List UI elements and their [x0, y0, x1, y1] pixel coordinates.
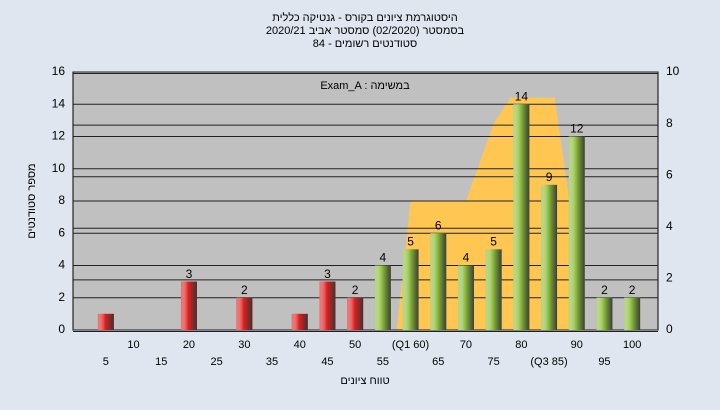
bar-shade	[541, 184, 558, 330]
value-label: 4	[380, 251, 387, 265]
bar-shade	[347, 297, 364, 330]
x-tick-label: (Q3 85)	[530, 356, 567, 368]
y-tick-label: 8	[58, 193, 65, 207]
x-tick-label: 40	[294, 339, 306, 351]
x-tick-label: 35	[266, 356, 278, 368]
bar-shade	[319, 281, 336, 330]
x-tick-label: 50	[349, 339, 361, 351]
value-label: 6	[435, 218, 442, 232]
value-label: 2	[601, 283, 608, 297]
value-label: 9	[546, 170, 553, 184]
chart-subtitle: בסמסטר (02/2020) סמסטר אביב 2020/21	[266, 25, 465, 37]
x-axis-label: טווח ציונים	[340, 375, 389, 387]
bar-shade	[457, 265, 474, 330]
value-label: 5	[407, 235, 414, 249]
y2-tick-label: 10	[666, 64, 680, 78]
value-label: 14	[515, 89, 529, 103]
x-tick-label: 5	[103, 356, 109, 368]
x-tick-label: 100	[623, 339, 641, 351]
y-axis-label: מספר סטודנטים	[26, 163, 38, 238]
x-tick-label: 90	[571, 339, 583, 351]
bar-shade	[596, 297, 613, 330]
value-label: 3	[186, 267, 193, 281]
y2-tick-label: 2	[666, 271, 673, 285]
value-label: 2	[352, 283, 359, 297]
x-tick-label: 30	[238, 339, 250, 351]
value-label: 12	[570, 122, 584, 136]
annotation: Exam_A : במשימה	[320, 80, 410, 92]
y-tick-label: 4	[58, 258, 65, 272]
x-tick-label: 80	[515, 339, 527, 351]
bar-shade	[513, 104, 530, 330]
bar-shade	[374, 265, 391, 330]
x-tick-label: 20	[183, 339, 195, 351]
x-tick-label: 70	[460, 339, 472, 351]
y-tick-label: 16	[52, 64, 66, 78]
y-tick-label: 6	[58, 225, 65, 239]
y2-tick-label: 6	[666, 167, 673, 181]
x-tick-label: 10	[127, 339, 139, 351]
y-tick-label: 10	[52, 161, 66, 175]
y-tick-label: 0	[58, 322, 65, 336]
value-label: 2	[629, 283, 636, 297]
x-tick-label: 45	[321, 356, 333, 368]
bar-shade	[402, 249, 419, 330]
x-tick-label: 75	[488, 356, 500, 368]
bar-shade	[236, 297, 253, 330]
value-label: 2	[241, 283, 248, 297]
y-tick-label: 12	[52, 129, 66, 143]
bar-shade	[485, 249, 502, 330]
bar-shade	[624, 297, 641, 330]
bar-shade	[568, 136, 585, 330]
bar-shade	[97, 313, 114, 330]
y-tick-label: 14	[52, 96, 66, 110]
y2-tick-label: 0	[666, 322, 673, 336]
bar-shade	[430, 233, 447, 330]
y2-tick-label: 4	[666, 219, 673, 233]
chart-title: היסטוגרמת ציונים בקורס - גנטיקה כללית	[272, 11, 458, 24]
chart-subtitle: סטודנטים רשומים - 84	[313, 38, 417, 50]
x-tick-label: 55	[377, 356, 389, 368]
x-tick-label: 25	[211, 356, 223, 368]
value-label: 4	[463, 251, 470, 265]
y2-tick-label: 8	[666, 116, 673, 130]
value-label: 5	[490, 235, 497, 249]
x-tick-label: 65	[432, 356, 444, 368]
value-label: 3	[324, 267, 331, 281]
x-tick-label: 95	[598, 356, 610, 368]
x-tick-label: (Q1 60)	[392, 339, 429, 351]
x-tick-label: 15	[155, 356, 167, 368]
y-tick-label: 2	[58, 290, 65, 304]
bar-shade	[291, 313, 308, 330]
bar-shade	[180, 281, 197, 330]
